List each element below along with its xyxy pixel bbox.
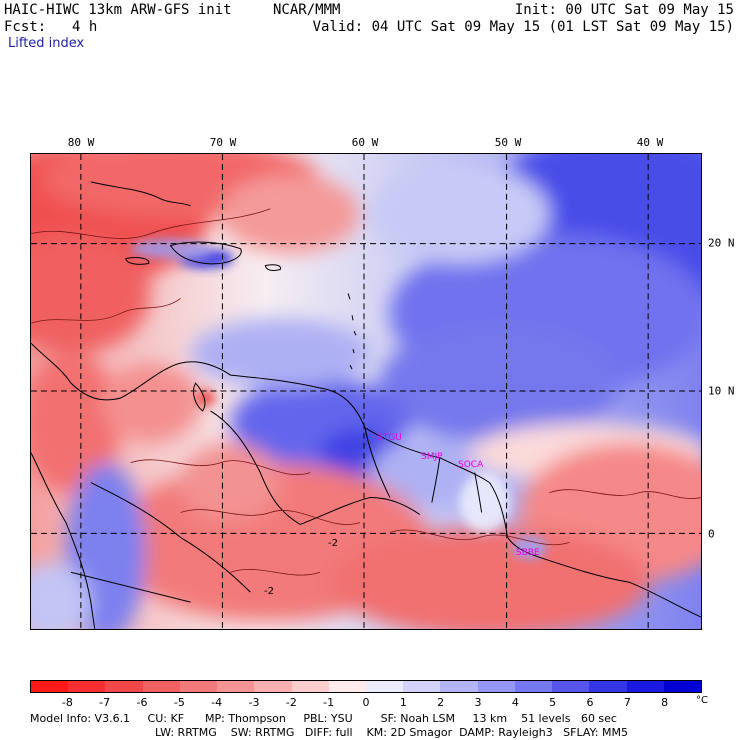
colorbar-swatch bbox=[217, 681, 255, 692]
colorbar-tick-label: 3 bbox=[474, 696, 482, 709]
lat-label: 0 bbox=[708, 527, 715, 541]
colorbar-swatch bbox=[440, 681, 478, 692]
colorbar-tick-label: -5 bbox=[173, 696, 185, 709]
lat-label: 10 N bbox=[708, 384, 735, 398]
colorbar-tick-label: 6 bbox=[586, 696, 594, 709]
valid-time: Valid: 04 UTC Sat 09 May 15 (01 LST Sat … bbox=[312, 19, 734, 35]
station-label: STGU bbox=[377, 433, 402, 443]
colorbar-tick-label: 5 bbox=[549, 696, 557, 709]
lon-label: 80 W bbox=[67, 136, 95, 149]
colorbar-swatch bbox=[31, 681, 69, 692]
colorbar-swatch bbox=[589, 681, 627, 692]
colorbar-swatch bbox=[179, 681, 218, 692]
lat-lon-grid bbox=[31, 154, 701, 629]
field-name: Lifted index bbox=[8, 36, 85, 51]
colorbar-swatch bbox=[328, 681, 366, 692]
colorbar-swatch bbox=[514, 681, 553, 692]
colorbar-swatch bbox=[477, 681, 515, 692]
colorbar-tick-label: -1 bbox=[323, 696, 335, 709]
colorbar bbox=[30, 680, 702, 693]
colorbar-swatch bbox=[403, 681, 441, 692]
colorbar-tick-label: 7 bbox=[623, 696, 631, 709]
model-info-line1: Model Info: V3.6.1 CU: KF MP: Thompson P… bbox=[30, 712, 617, 725]
init-time: Init: 00 UTC Sat 09 May 15 bbox=[514, 2, 734, 18]
lon-label: 40 W bbox=[636, 136, 664, 149]
lon-label: 60 W bbox=[351, 136, 379, 149]
coastlines bbox=[31, 181, 701, 629]
fcst-label: Fcst: bbox=[4, 19, 47, 35]
org-label: NCAR/MMM bbox=[273, 2, 341, 18]
colorbar-swatch bbox=[626, 681, 664, 692]
colorbar-swatch bbox=[365, 681, 404, 692]
contour-lines bbox=[31, 208, 701, 576]
colorbar-tick-label: -7 bbox=[99, 696, 111, 709]
colorbar-swatch bbox=[552, 681, 590, 692]
lifted-index-map bbox=[30, 153, 702, 630]
colorbar-swatch bbox=[663, 681, 701, 692]
model-info-line2: LW: RRTMG SW: RRTMG DIFF: full KM: 2D Sm… bbox=[155, 726, 628, 739]
colorbar-tick-label: 4 bbox=[511, 696, 519, 709]
colorbar-swatch bbox=[254, 681, 292, 692]
colorbar-swatch bbox=[105, 681, 143, 692]
colorbar-tick-label: 1 bbox=[399, 696, 407, 709]
colorbar-tick-label: -4 bbox=[211, 696, 223, 709]
contour-value-label: -2 bbox=[264, 586, 274, 597]
colorbar-swatch bbox=[291, 681, 329, 692]
colorbar-tick-label: 0 bbox=[362, 696, 370, 709]
station-label: SOCA bbox=[458, 460, 484, 470]
colorbar-swatch bbox=[142, 681, 180, 692]
colorbar-tick-label: 2 bbox=[437, 696, 445, 709]
contour-value-label: -2 bbox=[328, 538, 338, 549]
lat-label: 20 N bbox=[708, 236, 735, 250]
station-label: SMJP bbox=[421, 452, 443, 462]
field-detail bbox=[130, 238, 548, 560]
lon-label: 70 W bbox=[209, 136, 237, 149]
lon-label: 50 W bbox=[494, 136, 522, 149]
colorbar-tick-label: 8 bbox=[661, 696, 669, 709]
colorbar-tick-label: -6 bbox=[136, 696, 148, 709]
colorbar-tick-label: -3 bbox=[248, 696, 260, 709]
fcst-value: 4 h bbox=[72, 19, 98, 35]
model-title: HAIC-HIWC 13km ARW-GFS init bbox=[4, 2, 232, 18]
station-label: SBBE bbox=[516, 548, 540, 558]
colorbar-tick-label: -8 bbox=[61, 696, 73, 709]
colorbar-unit: °C bbox=[696, 695, 708, 706]
colorbar-swatch bbox=[68, 681, 106, 692]
colorbar-tick-label: -2 bbox=[285, 696, 297, 709]
